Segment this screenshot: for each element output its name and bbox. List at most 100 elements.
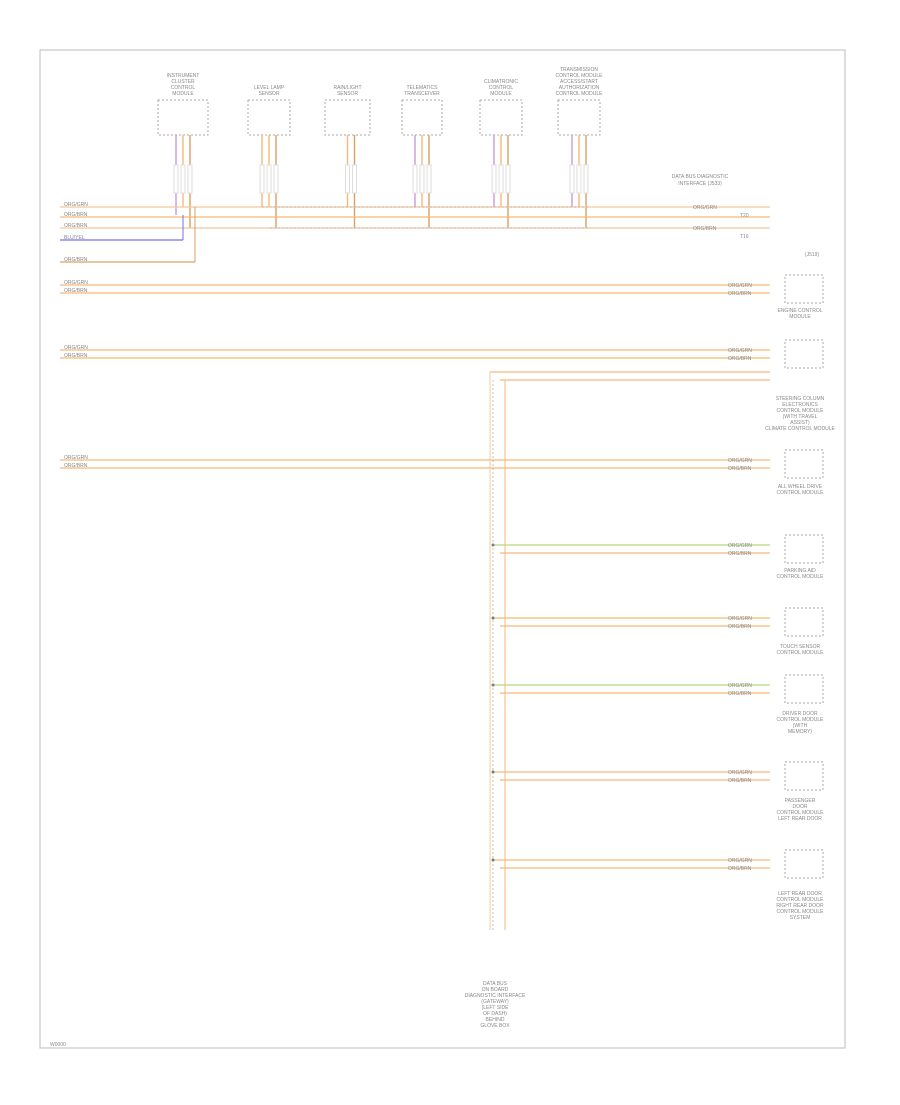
module-label: (LEFT SIDE bbox=[482, 1005, 510, 1011]
module-box bbox=[247, 99, 291, 136]
wire-label: ORG/BRN bbox=[64, 463, 88, 469]
module-label: DATA BUS DIAGNOSTIC bbox=[672, 174, 729, 180]
module-label: DRIVER DOOR bbox=[782, 711, 818, 717]
module-label: (WITH TRAVEL bbox=[783, 414, 818, 420]
module-label: ON BOARD bbox=[482, 987, 509, 993]
module-box bbox=[324, 99, 371, 136]
wire-label-box bbox=[491, 164, 497, 194]
module-label: LEVEL LAMP bbox=[254, 85, 285, 91]
module-label: ALL WHEEL DRIVE bbox=[778, 484, 823, 490]
module-label: RIGHT REAR DOOR bbox=[776, 903, 824, 909]
wire-label: ORG/BRN bbox=[728, 778, 752, 784]
wire-label: ORG/BRN bbox=[64, 353, 88, 359]
module-label: CONTROL MODULE bbox=[776, 408, 824, 414]
wire-label: ORG/BRN bbox=[728, 356, 752, 362]
wire-label: ORG/BRN bbox=[728, 466, 752, 472]
wire-label-box bbox=[569, 164, 575, 194]
module-label: CLIMATE CONTROL MODULE bbox=[765, 426, 835, 432]
module-label: PASSENGER bbox=[785, 798, 816, 804]
module-label: PARKING AID bbox=[784, 568, 816, 574]
wire-label-box bbox=[266, 164, 272, 194]
wire-label: ORG/GRN bbox=[64, 280, 88, 286]
module-box bbox=[157, 99, 209, 136]
wire-label: ORG/BRN bbox=[693, 226, 717, 232]
wire-label: ORG/GRN bbox=[728, 458, 752, 464]
wire-label: ORG/GRN bbox=[64, 345, 88, 351]
module-box bbox=[784, 761, 824, 791]
module-box bbox=[784, 274, 824, 304]
module-label: INTERFACE (J533) bbox=[678, 181, 722, 187]
module-label: CONTROL MODULE bbox=[555, 91, 603, 97]
module-label: GLOVE BOX bbox=[480, 1023, 510, 1029]
module-label: LEFT REAR DOOR bbox=[778, 816, 822, 822]
wire-label-box bbox=[187, 164, 193, 194]
module-label: STEERING COLUMN bbox=[776, 396, 825, 402]
module-label: ELECTRONICS bbox=[782, 402, 818, 408]
module-label: CLIMATRONIC bbox=[484, 79, 518, 85]
wire-label-box bbox=[173, 164, 179, 194]
module-label: RAIN/LIGHT bbox=[333, 85, 361, 91]
wire-label-box bbox=[498, 164, 504, 194]
module-label: SENSOR bbox=[258, 91, 280, 97]
module-box bbox=[557, 99, 601, 136]
wire-label-box bbox=[345, 164, 350, 194]
wire-label: ORG/GRN bbox=[728, 858, 752, 864]
wire-label: ORG/BRN bbox=[728, 866, 752, 872]
module-label: SENSOR bbox=[337, 91, 359, 97]
module-label: LEFT REAR DOOR bbox=[778, 891, 822, 897]
wire-label: ORG/GRN bbox=[728, 770, 752, 776]
wire-label-box bbox=[273, 164, 279, 194]
module-label: ASSIST) bbox=[790, 420, 810, 426]
tag: (J519) bbox=[805, 252, 820, 258]
pin: T20 bbox=[740, 213, 749, 219]
wire-label: ORG/BRN bbox=[728, 551, 752, 557]
wire-label-box bbox=[426, 164, 432, 194]
module-label: CONTROL MODULE bbox=[776, 490, 824, 496]
wire-label: ORG/BRN bbox=[728, 624, 752, 630]
module-box bbox=[784, 607, 824, 637]
module-label: ACCESS/START bbox=[560, 79, 598, 85]
wire-label: ORG/GRN bbox=[728, 683, 752, 689]
wire-label: ORG/BRN bbox=[64, 288, 88, 294]
module-label: TRANSMISSION bbox=[560, 67, 598, 73]
module-box bbox=[784, 674, 824, 704]
wire-label-box bbox=[505, 164, 511, 194]
wire-label-box bbox=[259, 164, 265, 194]
module-label: CONTROL MODULE bbox=[776, 897, 824, 903]
wire-label: ORG/BRN bbox=[64, 257, 88, 263]
module-label: CONTROL bbox=[489, 85, 514, 91]
module-label: (GATEWAY) bbox=[481, 999, 509, 1005]
wire-label-box bbox=[576, 164, 582, 194]
module-box bbox=[784, 534, 824, 564]
module-label: AUTHORIZATION bbox=[559, 85, 600, 91]
module-box bbox=[784, 339, 824, 369]
module-label: CONTROL bbox=[171, 85, 196, 91]
wire-label: ORG/GRN bbox=[693, 205, 717, 211]
module-label: MODULE bbox=[490, 91, 512, 97]
wire-label: ORG/GRN bbox=[728, 543, 752, 549]
wire-label: ORG/GRN bbox=[64, 455, 88, 461]
module-label: CONTROL MODULE bbox=[776, 810, 824, 816]
wire-label: BLU/YEL bbox=[64, 235, 85, 241]
module-label: DIAGNOSTIC INTERFACE bbox=[465, 993, 526, 999]
wire-label-box bbox=[352, 164, 357, 194]
module-box bbox=[784, 449, 824, 479]
module-label: CONTROL MODULE bbox=[776, 717, 824, 723]
wire-label: ORG/BRN bbox=[64, 212, 88, 218]
module-box bbox=[479, 99, 523, 136]
wire-label: ORG/BRN bbox=[728, 691, 752, 697]
module-label: (WITH bbox=[793, 723, 808, 729]
module-label: TRANSCEIVER bbox=[404, 91, 440, 97]
module-label: DATA BUS bbox=[483, 981, 508, 987]
module-box bbox=[401, 99, 443, 136]
wire-label-box bbox=[583, 164, 589, 194]
wire-label-box bbox=[419, 164, 425, 194]
wire-label: ORG/GRN bbox=[728, 283, 752, 289]
module-label: INSTRUMENT bbox=[167, 73, 200, 79]
wire-label-box bbox=[180, 164, 186, 194]
frame bbox=[39, 49, 846, 1049]
wire-label: ORG/GRN bbox=[728, 348, 752, 354]
corner-code: W0000 bbox=[50, 1042, 66, 1048]
wire-label: ORG/BRN bbox=[64, 223, 88, 229]
module-label: CONTROL MODULE bbox=[776, 650, 824, 656]
